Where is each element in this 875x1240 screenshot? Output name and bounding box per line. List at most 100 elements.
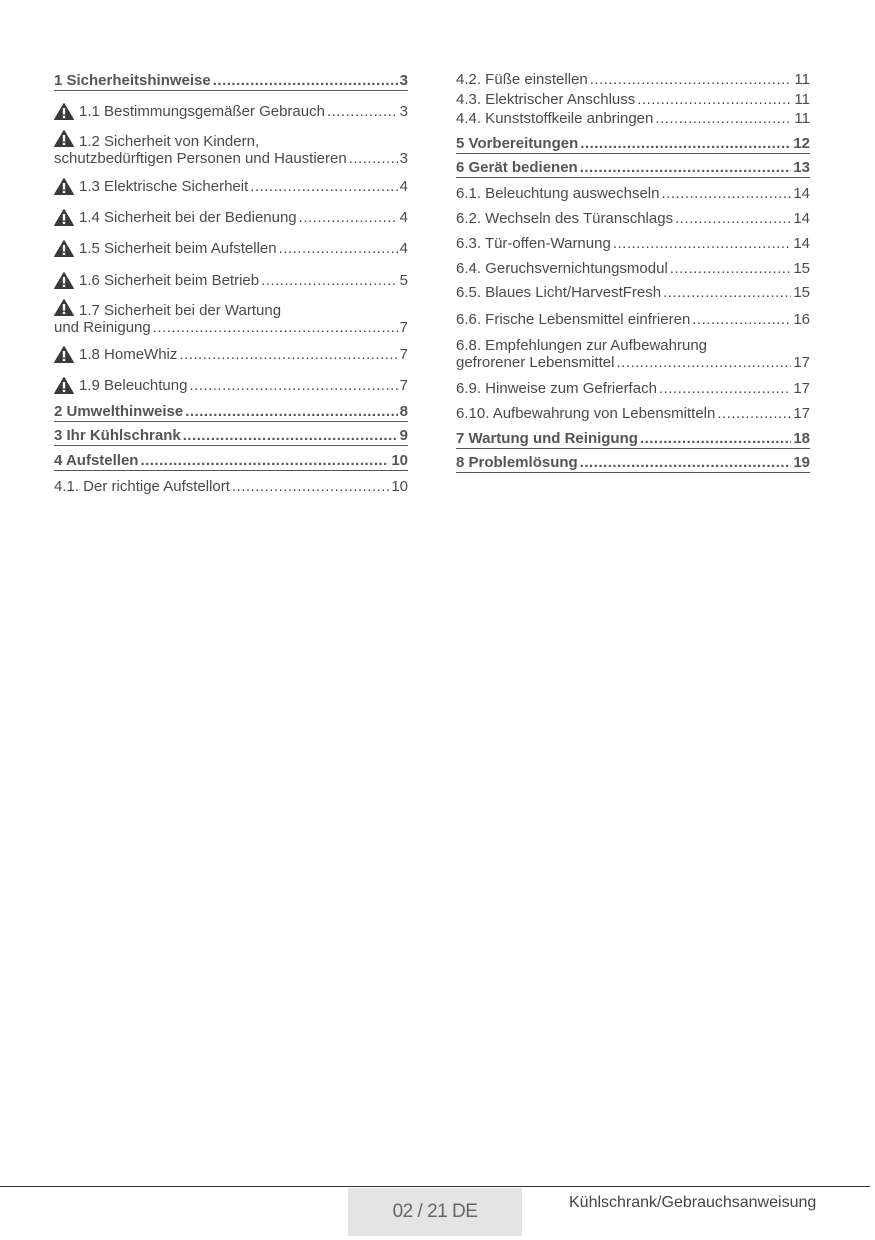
toc-entry-title: 4.1. Der richtige Aufstellort	[54, 478, 230, 495]
toc-entry[interactable]: 1.5 Sicherheit beim Aufstellen 4	[54, 240, 408, 257]
toc-entry[interactable]: 1.4 Sicherheit bei der Bedienung 4	[54, 209, 408, 226]
toc-entry-page: 16	[793, 311, 810, 328]
toc-entry[interactable]: 6.3. Tür-offen-Warnung 14	[456, 235, 810, 252]
toc-entry[interactable]: 1.7 Sicherheit bei der Wartung und Reinig…	[54, 299, 408, 336]
toc-entry[interactable]: 4.1. Der richtige Aufstellort 10	[54, 478, 408, 495]
toc-entry-title: 4.3. Elektrischer Anschluss	[456, 91, 636, 108]
toc-entry-title: 1.5 Sicherheit beim Aufstellen	[79, 240, 277, 257]
dot-leader	[590, 71, 793, 88]
toc-entry-title-line1: 1.2 Sicherheit von Kindern,	[79, 133, 260, 150]
warning-triangle-icon	[54, 346, 74, 363]
toc-entry-title: 1.4 Sicherheit bei der Bedienung	[79, 209, 297, 226]
toc-entry-page: 4	[399, 178, 408, 195]
toc-entry-page: 5	[399, 272, 408, 289]
dot-leader	[692, 311, 791, 328]
toc-entry-page: 10	[391, 478, 408, 495]
dot-leader	[179, 346, 397, 363]
toc-entry[interactable]: 6.9. Hinweise zum Gefrierfach 17	[456, 380, 810, 397]
toc-entry-page: 3	[399, 150, 408, 167]
dot-leader	[232, 478, 389, 495]
toc-entry-title: gefrorener Lebensmittel	[456, 354, 615, 371]
toc-entry-title: 6.10. Aufbewahrung von Lebensmitteln	[456, 405, 716, 422]
dot-leader	[613, 235, 792, 252]
toc-entry[interactable]: 4 Aufstellen 10	[54, 452, 408, 471]
toc-entry-page: 4	[399, 209, 408, 226]
toc-entry[interactable]: 6.5. Blaues Licht/HarvestFresh 15	[456, 284, 810, 301]
dot-leader	[250, 178, 397, 195]
toc-entry[interactable]: 6.10. Aufbewahrung von Lebensmitteln 17	[456, 405, 810, 422]
toc-entry-title-line1: 1.7 Sicherheit bei der Wartung	[79, 302, 282, 319]
toc-entry-page: 17	[793, 405, 810, 422]
toc-entry[interactable]: 1.1 Bestimmungsgemäßer Gebrauch 3	[54, 103, 408, 120]
toc-entry-title: 1 Sicherheitshinweise	[54, 72, 211, 89]
dot-leader	[183, 427, 398, 444]
toc-entry-page: 4	[399, 240, 408, 257]
toc-entry[interactable]: 7 Wartung und Reinigung 18	[456, 430, 810, 449]
toc-entry[interactable]: 6 Gerät bedienen 13	[456, 159, 810, 178]
toc-entry-title: 1.9 Beleuchtung	[79, 377, 188, 394]
toc-entry-title: 1.3 Elektrische Sicherheit	[79, 178, 249, 195]
toc-entry[interactable]: 1.2 Sicherheit von Kindern, schutzbedürft…	[54, 130, 408, 167]
dot-leader	[580, 135, 791, 152]
toc-entry-title: 7 Wartung und Reinigung	[456, 430, 638, 447]
document-title: Kühlschrank/Gebrauchsanweisung	[569, 1194, 817, 1211]
dot-leader	[661, 185, 791, 202]
toc-entry-page: 7	[399, 377, 408, 394]
toc-entry-page: 15	[793, 284, 810, 301]
toc-entry-title: 6 Gerät bedienen	[456, 159, 578, 176]
toc-entry-title: und Reinigung	[54, 319, 151, 336]
toc-entry-title: 6.5. Blaues Licht/HarvestFresh	[456, 284, 662, 301]
dot-leader	[670, 260, 792, 277]
toc-entry-page: 19	[793, 454, 810, 471]
toc-entry[interactable]: 8 Problemlösung 19	[456, 454, 810, 473]
toc-entry[interactable]: 5 Vorbereitungen 12	[456, 135, 810, 154]
toc-entry[interactable]: 4.2. Füße einstellen 11	[456, 71, 810, 88]
toc-entry[interactable]: 1.3 Elektrische Sicherheit 4	[54, 178, 408, 195]
dot-leader	[261, 272, 398, 289]
toc-entry-title: 4 Aufstellen	[54, 452, 139, 469]
toc-entry[interactable]: 6.6. Frische Lebensmittel einfrieren 16	[456, 311, 810, 328]
toc-entry-title: 6.6. Frische Lebensmittel einfrieren	[456, 311, 691, 328]
toc-entry[interactable]: 6.8. Empfehlungen zur Aufbewahrung gefror…	[456, 337, 810, 371]
toc-entry-title: 3 Ihr Kühlschrank	[54, 427, 181, 444]
toc-entry[interactable]: 1 Sicherheitshinweise 3	[54, 72, 408, 91]
toc-entry[interactable]: 1.6 Sicherheit beim Betrieb 5	[54, 272, 408, 289]
warning-triangle-icon	[54, 103, 74, 120]
toc-entry[interactable]: 6.4. Geruchsvernichtungsmodul 15	[456, 260, 810, 277]
toc-entry[interactable]: 4.3. Elektrischer Anschluss 11	[456, 91, 810, 108]
toc-entry[interactable]: 6.1. Beleuchtung auswechseln 14	[456, 185, 810, 202]
warning-triangle-icon	[54, 209, 74, 226]
toc-entry-page: 7	[399, 319, 408, 336]
footer-divider	[0, 1186, 870, 1187]
toc-entry[interactable]: 1.9 Beleuchtung 7	[54, 377, 408, 394]
toc-entry-page: 11	[794, 91, 810, 108]
toc-entry-title: 5 Vorbereitungen	[456, 135, 579, 152]
toc-entry-page: 12	[793, 135, 810, 152]
toc-entry-title: 4.2. Füße einstellen	[456, 71, 588, 88]
warning-triangle-icon	[54, 377, 74, 394]
dot-leader	[153, 319, 398, 336]
toc-entry-page: 7	[399, 346, 408, 363]
toc-entry[interactable]: 2 Umwelthinweise 8	[54, 403, 408, 422]
toc-entry-title: 4.4. Kunststoffkeile anbringen	[456, 110, 654, 127]
toc-entry-page: 17	[793, 354, 810, 371]
toc-entry-title: schutzbedürftigen Personen und Haustiere…	[54, 150, 347, 167]
toc-entry-title: 6.1. Beleuchtung auswechseln	[456, 185, 660, 202]
toc-entry-page: 10	[391, 452, 408, 469]
toc-entry-title: 1.8 HomeWhiz	[79, 346, 178, 363]
toc-entry[interactable]: 4.4. Kunststoffkeile anbringen 11	[456, 110, 810, 127]
toc-entry[interactable]: 6.2. Wechseln des Türanschlags 14	[456, 210, 810, 227]
toc-entry[interactable]: 3 Ihr Kühlschrank 9	[54, 427, 408, 446]
toc-entry[interactable]: 1.8 HomeWhiz 7	[54, 346, 408, 363]
toc-entry-title: 6.3. Tür-offen-Warnung	[456, 235, 611, 252]
toc-entry-page: 14	[793, 185, 810, 202]
page-number: 02 / 21 DE	[348, 1188, 522, 1236]
toc-entry-page: 8	[399, 403, 408, 420]
warning-triangle-icon	[54, 240, 74, 257]
dot-leader	[299, 209, 398, 226]
dot-leader	[327, 103, 398, 120]
dot-leader	[637, 91, 792, 108]
dot-leader	[185, 403, 397, 420]
toc-entry-page: 11	[794, 110, 810, 127]
warning-triangle-icon	[54, 299, 74, 316]
